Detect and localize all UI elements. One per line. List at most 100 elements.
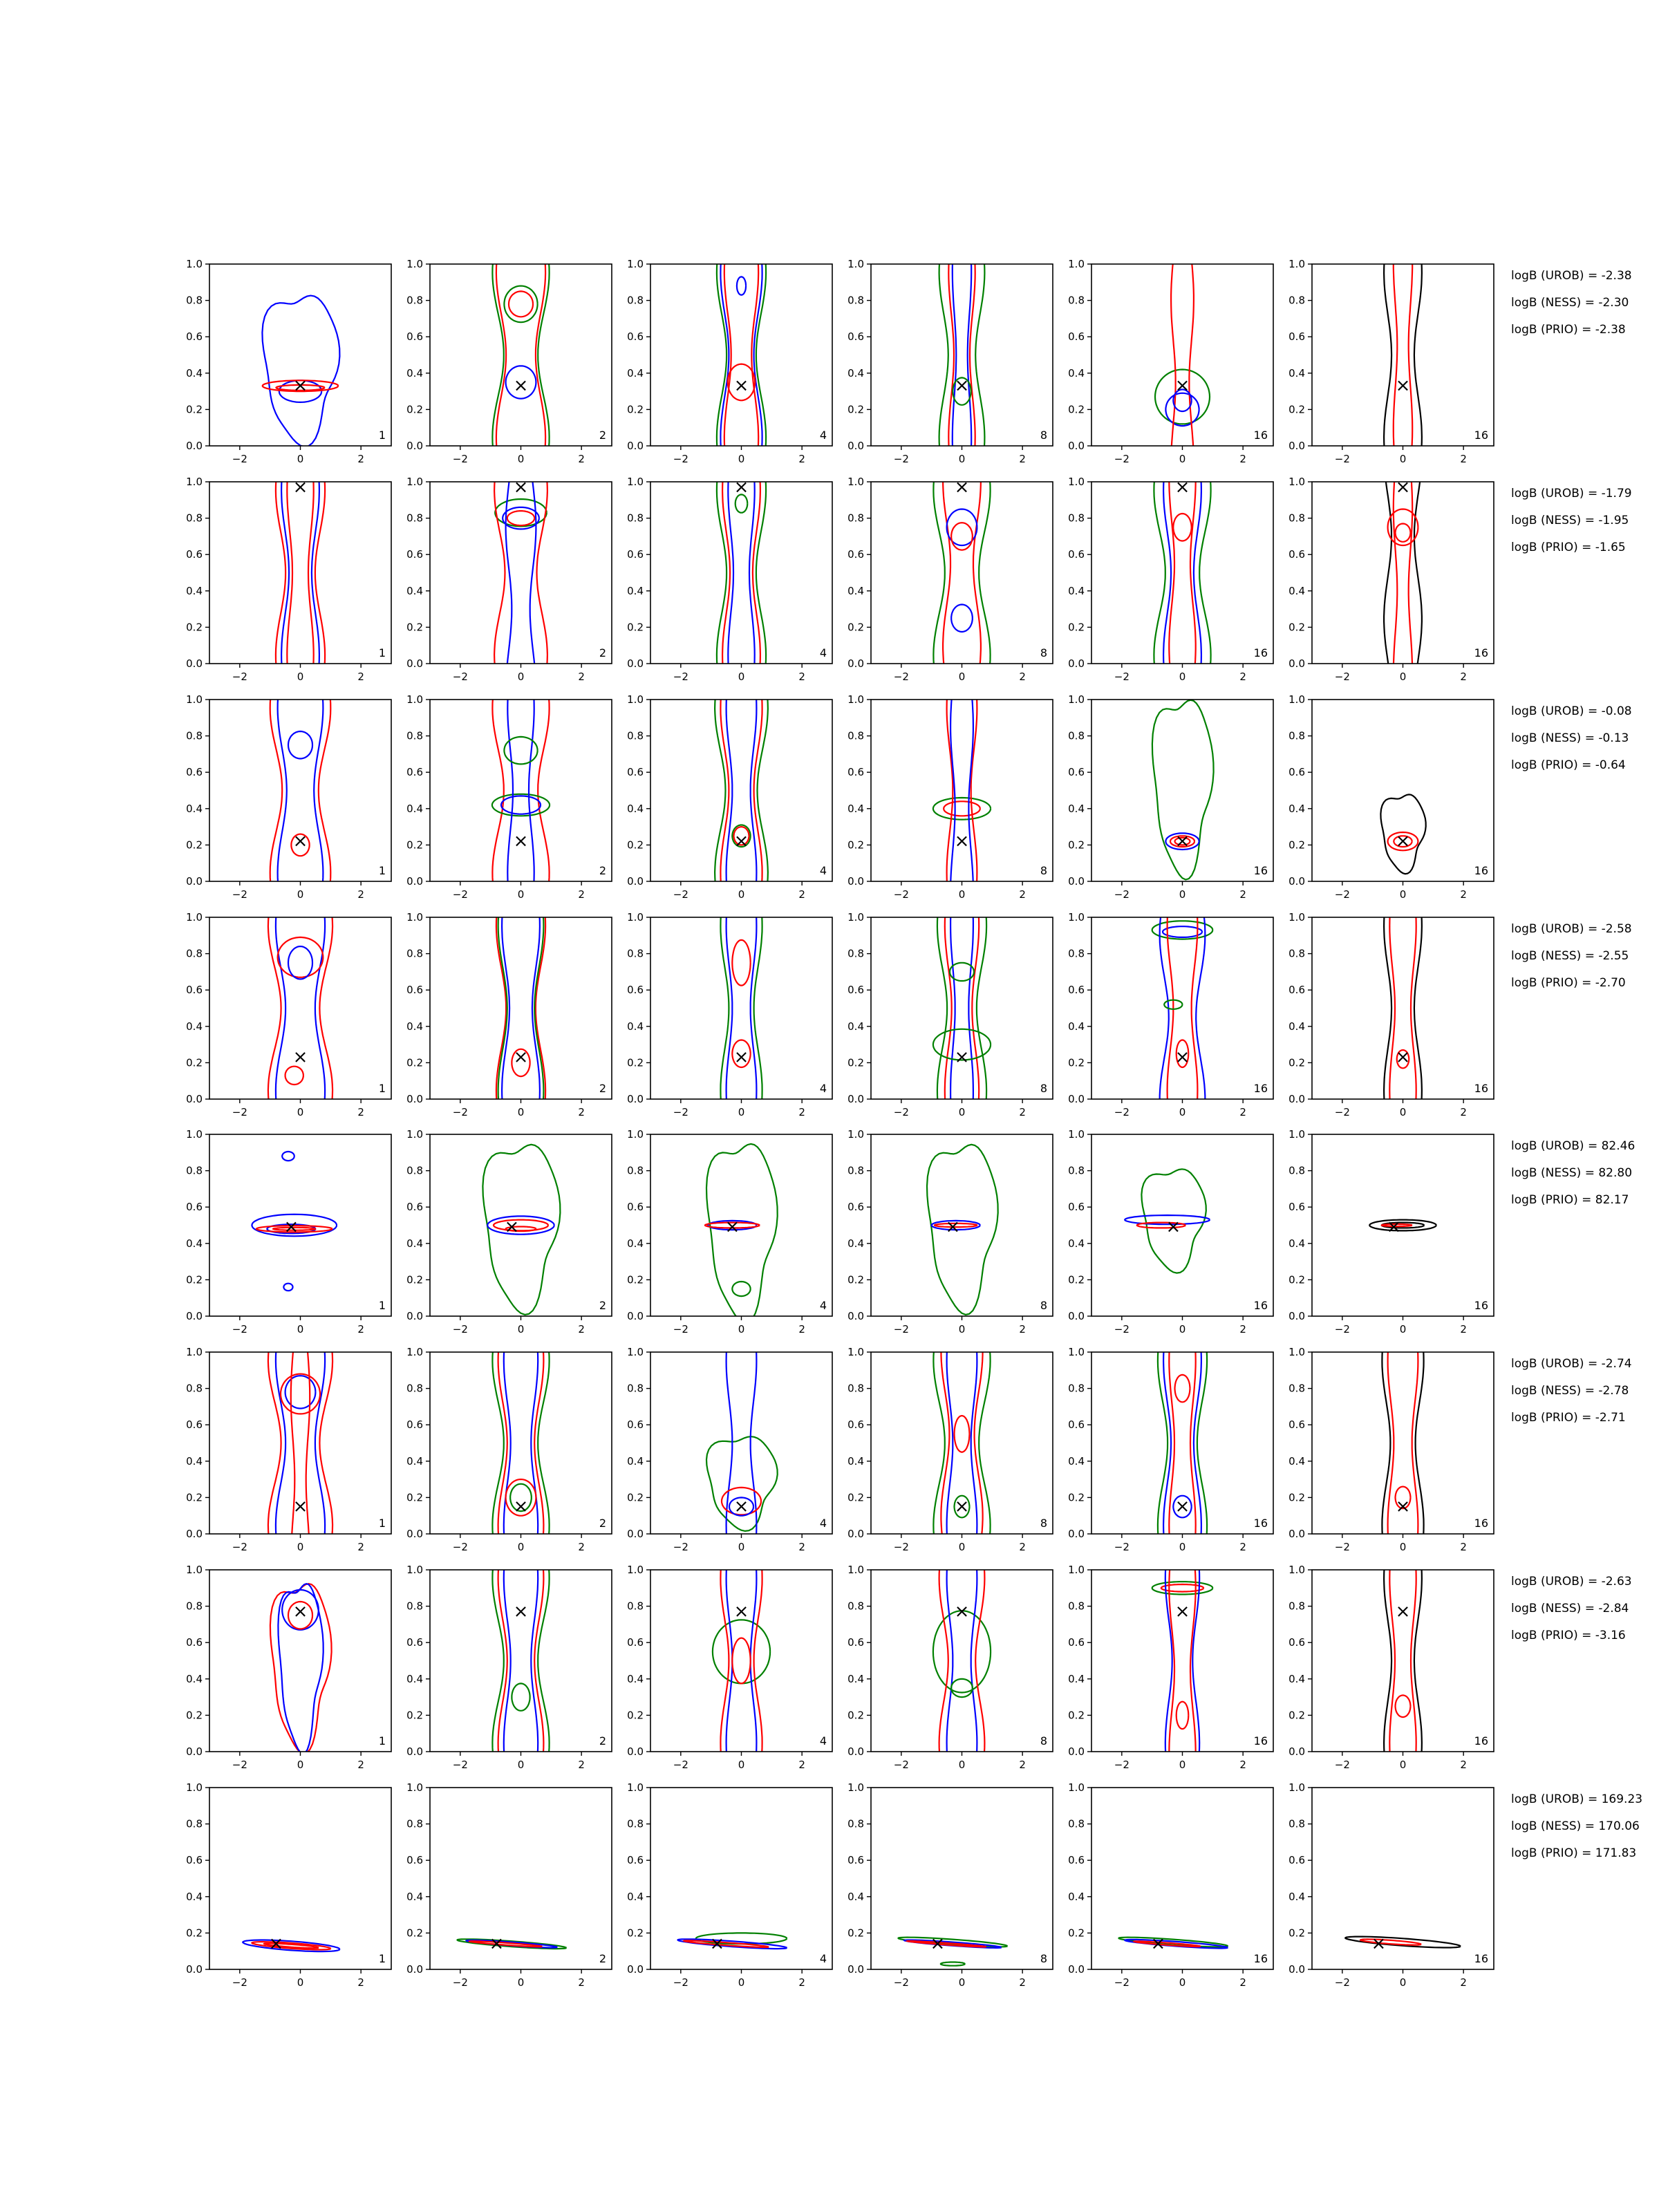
contour-green [1154,368,1211,425]
y-tick-label: 0.2 [406,1056,423,1069]
y-tick-label: 0.8 [1068,1818,1085,1830]
y-tick-label: 0.2 [1068,1491,1085,1503]
y-tick-label: 1.0 [1288,1346,1305,1358]
y-tick-label: 0.0 [627,1528,644,1540]
contour-red [269,1582,332,1752]
contour-group [493,482,549,664]
y-tick-label: 1.0 [1068,1564,1085,1576]
y-tick-label: 0.8 [847,512,864,525]
x-tick-label: 2 [1239,1976,1246,1989]
panel-r6-c3: 0.0 0.2 0.4 0.6 0.8 1.0 −2 0 2 × 4 [627,1346,833,1553]
true-value-marker: × [514,831,529,852]
logb-annotation: logB (PRIO) = 82.17 [1511,1193,1629,1207]
contour-blue [283,1282,294,1292]
y-tick-label: 0.8 [847,1818,864,1830]
x-tick-label: 0 [1400,1759,1407,1771]
panel-count-label: 8 [1040,1299,1047,1312]
contour-green [948,962,975,982]
y-tick-label: 0.6 [186,1418,203,1431]
x-tick-label: 2 [1239,453,1246,465]
contour-green [1151,920,1214,940]
y-tick-label: 0.6 [186,1636,203,1649]
true-value-marker: × [734,1047,749,1068]
panel-r7-c1: 0.0 0.2 0.4 0.6 0.8 1.0 −2 0 2 × 1 [186,1564,392,1771]
y-tick-label: 0.6 [847,766,864,778]
y-tick-label: 0.4 [186,1237,203,1250]
panel-r8-c3: 0.0 0.2 0.4 0.6 0.8 1.0 −2 0 2 × 4 [627,1781,833,1989]
contour-blue [1162,1352,1203,1534]
y-tick-label: 0.4 [406,1891,423,1903]
x-tick-label: 0 [297,453,304,465]
logb-annotation: logB (UROB) = -2.38 [1511,269,1632,283]
x-tick-label: 0 [297,1976,304,1989]
y-tick-label: 0.6 [627,1636,644,1649]
x-tick-label: 2 [1019,1976,1026,1989]
y-tick-label: 0.0 [847,657,864,670]
x-tick-label: 2 [798,671,805,683]
y-tick-label: 0.2 [186,838,203,851]
y-tick-label: 0.8 [406,1600,423,1613]
true-value-marker: × [293,375,308,396]
x-tick-label: 0 [738,1323,745,1335]
x-tick-label: −2 [894,1323,909,1335]
x-tick-label: 0 [518,1541,525,1553]
contour-black [1382,264,1423,446]
y-tick-label: 0.8 [406,512,423,525]
y-tick-label: 0.2 [1288,621,1305,633]
x-tick-label: −2 [453,1976,468,1989]
contour-red [1168,482,1197,664]
x-tick-label: 0 [518,888,525,901]
panel-count-label: 16 [1474,1517,1488,1530]
y-tick-label: 0.4 [186,367,203,379]
y-tick-label: 0.6 [1068,984,1085,996]
axes-frame [1311,1569,1494,1752]
logb-annotation: logB (NESS) = 82.80 [1511,1166,1632,1180]
y-tick-label: 1.0 [186,1781,203,1794]
true-value-marker: × [293,477,308,498]
contour-red [1394,1485,1412,1510]
y-tick-label: 0.0 [1068,1093,1085,1105]
contour-green [932,482,991,664]
axes-frame [1091,481,1274,664]
y-tick-label: 0.2 [1068,403,1085,415]
logb-annotation: logB (UROB) = -2.58 [1511,922,1632,936]
y-tick-label: 0.0 [1068,1963,1085,1976]
axes-frame [1091,1569,1274,1752]
true-value-marker: × [930,1933,946,1954]
x-tick-label: −2 [232,1323,247,1335]
contour-red [495,917,547,1099]
y-tick-label: 0.8 [1068,1600,1085,1613]
contour-red [1387,831,1419,852]
panel-r6-c5: 0.0 0.2 0.4 0.6 0.8 1.0 −2 0 2 × 16 [1068,1346,1274,1553]
contour-red [1396,1049,1410,1069]
y-tick-label: 0.2 [627,1709,644,1721]
contour-red [497,1352,545,1534]
contour-blue [251,1213,338,1237]
panel-r3-c5: 0.0 0.2 0.4 0.6 0.8 1.0 −2 0 2 × 16 [1068,693,1274,901]
panel-r5-c6: 0.0 0.2 0.4 0.6 0.8 1.0 −2 0 2 × 16 [1288,1128,1494,1335]
y-tick-label: 1.0 [847,1128,864,1141]
contour-blue [500,917,541,1099]
y-tick-label: 0.0 [406,1310,423,1322]
contour-blue [266,1224,317,1235]
panel-r2-c4: 0.0 0.2 0.4 0.6 0.8 1.0 −2 0 2 × 8 [847,476,1053,683]
contour-red [491,700,550,881]
contour-group [720,917,763,1099]
panel-count-label: 2 [599,1734,606,1747]
y-tick-label: 0.0 [186,1093,203,1105]
y-tick-label: 0.0 [1068,440,1085,452]
panel-count-label: 16 [1254,1517,1268,1530]
y-tick-label: 0.8 [186,512,203,525]
y-tick-label: 0.2 [1068,838,1085,851]
contour-red [1175,1039,1190,1069]
x-tick-label: −2 [894,1976,909,1989]
panel-count-label: 16 [1474,1734,1488,1747]
true-value-marker: × [293,1601,308,1622]
axes-frame [870,917,1053,1100]
logb-annotation: logB (UROB) = -0.08 [1511,704,1632,718]
contour-green [932,1028,992,1061]
y-tick-label: 1.0 [847,693,864,706]
x-tick-label: 2 [1019,888,1026,901]
panel-count-label: 4 [820,1299,827,1312]
